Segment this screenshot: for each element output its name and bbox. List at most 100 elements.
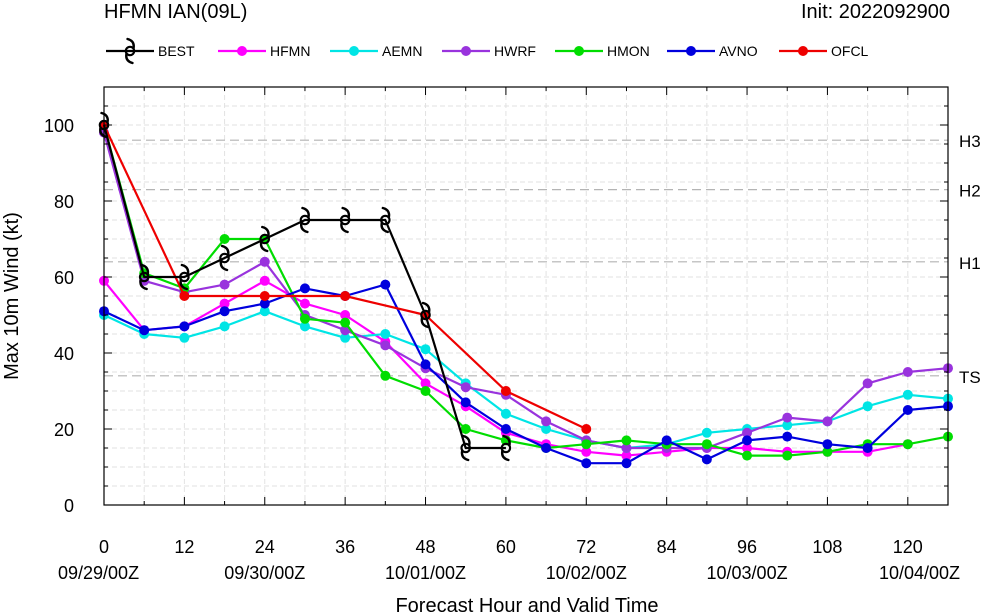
data-point-ofcl bbox=[581, 424, 592, 434]
y-tick-label: 100 bbox=[44, 116, 74, 136]
y-axis-label: Max 10m Wind (kt) bbox=[1, 212, 23, 380]
x-date-label: 10/04/00Z bbox=[879, 563, 960, 583]
data-point-aemn bbox=[500, 408, 511, 419]
chart-subtitle: Init: 2022092900 bbox=[801, 1, 950, 23]
y-tick-label: 40 bbox=[54, 344, 74, 364]
data-point-hwrf bbox=[822, 416, 833, 427]
data-point-hwrf bbox=[862, 378, 873, 389]
data-point-hfmn bbox=[299, 298, 310, 309]
data-point-avno bbox=[139, 325, 150, 336]
data-point-best bbox=[500, 434, 512, 462]
threshold-label-h3: H3 bbox=[959, 132, 981, 151]
data-point-best bbox=[460, 434, 472, 462]
x-date-label: 09/30/00Z bbox=[224, 563, 305, 583]
data-point-best bbox=[179, 263, 190, 291]
x-tick-label: 60 bbox=[496, 537, 516, 557]
data-point-hfmn bbox=[259, 275, 270, 286]
series-line-hwrf bbox=[102, 132, 949, 450]
data-point-avno bbox=[179, 321, 190, 332]
series-layer bbox=[98, 111, 953, 469]
data-point-hwrf bbox=[259, 256, 270, 267]
y-tick-label: 60 bbox=[54, 268, 74, 288]
data-point-best bbox=[138, 263, 150, 291]
data-point-hwrf bbox=[460, 382, 471, 393]
data-point-avno bbox=[219, 306, 230, 317]
data-point-ofcl bbox=[340, 291, 351, 301]
data-point-hfmn bbox=[340, 310, 351, 320]
legend-item-avno: AVNO bbox=[667, 43, 758, 59]
data-point-hmon bbox=[902, 439, 913, 450]
data-point-hwrf bbox=[380, 340, 391, 351]
data-point-ofcl bbox=[500, 386, 511, 396]
legend-marker-aemn bbox=[349, 46, 359, 56]
data-point-avno bbox=[420, 359, 431, 370]
x-axis-label: Forecast Hour and Valid Time bbox=[395, 595, 658, 616]
x-tick-label: 12 bbox=[174, 537, 194, 557]
data-point-hmon bbox=[340, 317, 351, 328]
x-tick-label: 84 bbox=[657, 537, 677, 557]
legend-label-ofcl: OFCL bbox=[831, 43, 869, 59]
legend-label-avno: AVNO bbox=[719, 43, 758, 59]
data-point-avno bbox=[460, 397, 471, 408]
data-point-hwrf bbox=[742, 427, 753, 438]
data-point-hwrf bbox=[782, 412, 793, 423]
data-point-avno bbox=[782, 431, 793, 442]
data-point-hfmn bbox=[219, 298, 230, 309]
series-line-aemn bbox=[103, 310, 949, 450]
threshold-lines: TS H1 H2 H3 bbox=[104, 132, 981, 387]
legend-marker-avno bbox=[686, 46, 696, 56]
data-point-aemn bbox=[701, 427, 712, 438]
data-point-hfmn bbox=[420, 378, 431, 389]
data-point-best bbox=[420, 301, 431, 329]
data-point-hmon bbox=[621, 435, 632, 446]
data-point-aemn bbox=[420, 344, 431, 355]
axes: 0 12 24 36 48 60 72 84 96 108 120 09/29/00Z 09/30/00… bbox=[44, 86, 960, 583]
data-point-hmon bbox=[701, 439, 712, 450]
data-point-hfmn bbox=[621, 450, 632, 461]
x-date-label: 09/29/00Z bbox=[58, 563, 139, 583]
data-point-avno bbox=[862, 443, 873, 453]
data-point-avno bbox=[661, 435, 672, 446]
data-point-aemn bbox=[902, 389, 913, 400]
threshold-label-h1: H1 bbox=[959, 254, 981, 273]
threshold-label-ts: TS bbox=[959, 368, 981, 387]
legend-marker-hwrf bbox=[461, 46, 471, 56]
x-tick-label: 24 bbox=[255, 537, 275, 557]
data-point-avno bbox=[902, 405, 913, 415]
data-point-aemn bbox=[862, 401, 873, 412]
x-date-label: 10/02/00Z bbox=[546, 563, 627, 583]
data-point-avno bbox=[380, 279, 391, 290]
data-point-hmon bbox=[822, 446, 833, 457]
data-point-avno bbox=[822, 439, 833, 450]
legend-item-aemn: AEMN bbox=[330, 43, 422, 59]
data-point-aemn bbox=[219, 321, 230, 332]
data-point-hmon bbox=[742, 450, 753, 461]
data-point-best bbox=[259, 225, 271, 253]
data-point-best bbox=[339, 206, 351, 234]
x-tick-label: 96 bbox=[737, 537, 757, 557]
data-point-hmon bbox=[420, 386, 431, 396]
data-point-avno bbox=[621, 458, 632, 469]
legend-label-hwrf: HWRF bbox=[494, 43, 536, 59]
data-point-avno bbox=[742, 435, 753, 446]
data-point-aemn bbox=[782, 420, 793, 431]
legend-label-hmon: HMON bbox=[607, 43, 650, 59]
data-point-hmon bbox=[299, 313, 310, 324]
legend-label-aemn: AEMN bbox=[382, 43, 422, 59]
data-point-hwrf bbox=[541, 416, 552, 427]
x-tick-label: 0 bbox=[99, 537, 109, 557]
data-point-aemn bbox=[541, 424, 552, 434]
data-point-hwrf bbox=[621, 443, 632, 453]
legend-item-hfmn: HFMN bbox=[218, 43, 310, 59]
series-line-best bbox=[102, 124, 506, 450]
data-point-hmon bbox=[219, 234, 230, 244]
series-aemn bbox=[99, 306, 953, 453]
x-date-label: 10/03/00Z bbox=[707, 563, 788, 583]
data-point-avno bbox=[299, 283, 310, 294]
x-tick-label: 108 bbox=[812, 537, 842, 557]
data-point-aemn bbox=[380, 329, 391, 339]
legend-marker-best bbox=[124, 37, 136, 65]
data-point-hfmn bbox=[742, 443, 753, 453]
data-point-avno bbox=[500, 424, 511, 434]
x-tick-label: 36 bbox=[335, 537, 355, 557]
